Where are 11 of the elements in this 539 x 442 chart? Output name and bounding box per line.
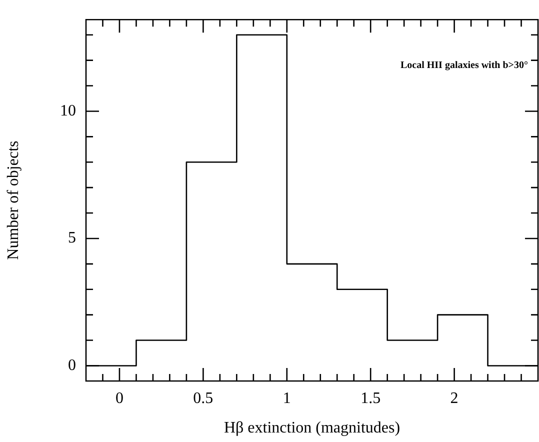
x-tick-label: 1.5: [360, 390, 381, 407]
y-tick-label: 10: [60, 102, 76, 120]
y-tick-label: 0: [68, 356, 76, 374]
x-tick-label: 0: [115, 390, 124, 407]
x-tick-label: 2: [450, 390, 458, 407]
y-tick-label: 5: [68, 230, 76, 247]
annotation: Local HII galaxies with b>30°: [400, 60, 528, 72]
y-axis-title: Number of objects: [4, 140, 22, 260]
x-tick-label: 0.5: [193, 390, 214, 407]
x-axis-title: Hβ extinction (magnitudes): [224, 420, 400, 437]
x-tick-label: 1: [282, 390, 291, 407]
